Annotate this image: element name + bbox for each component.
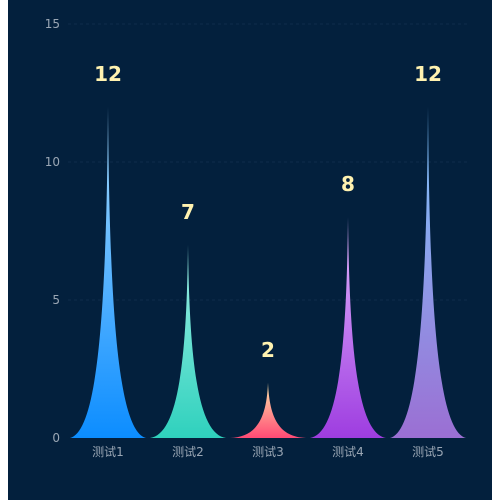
data-label: 2 (261, 338, 275, 362)
x-tick-label: 测试3 (252, 444, 284, 459)
y-axis-ticks: 0 5 10 15 (45, 17, 60, 445)
x-tick-label: 测试1 (92, 444, 124, 459)
bar-3[interactable] (230, 382, 306, 438)
bars (70, 106, 466, 439)
bar-1[interactable] (70, 106, 146, 439)
bar-4[interactable] (310, 217, 386, 438)
bar-5[interactable] (390, 106, 466, 439)
data-labels: 12 7 2 8 12 (94, 62, 442, 362)
y-tick-label: 15 (45, 17, 60, 31)
data-label: 7 (181, 200, 195, 224)
x-tick-label: 测试2 (172, 444, 204, 459)
data-label: 12 (414, 62, 442, 86)
bar-2[interactable] (150, 244, 226, 438)
x-tick-label: 测试5 (412, 444, 444, 459)
grid-lines (68, 23, 468, 301)
y-tick-label: 0 (52, 431, 60, 445)
data-label: 12 (94, 62, 122, 86)
y-tick-label: 10 (45, 155, 60, 169)
x-axis-ticks: 测试1 测试2 测试3 测试4 测试5 (92, 444, 444, 459)
data-label: 8 (341, 172, 355, 196)
y-tick-label: 5 (52, 293, 60, 307)
x-tick-label: 测试4 (332, 444, 364, 459)
